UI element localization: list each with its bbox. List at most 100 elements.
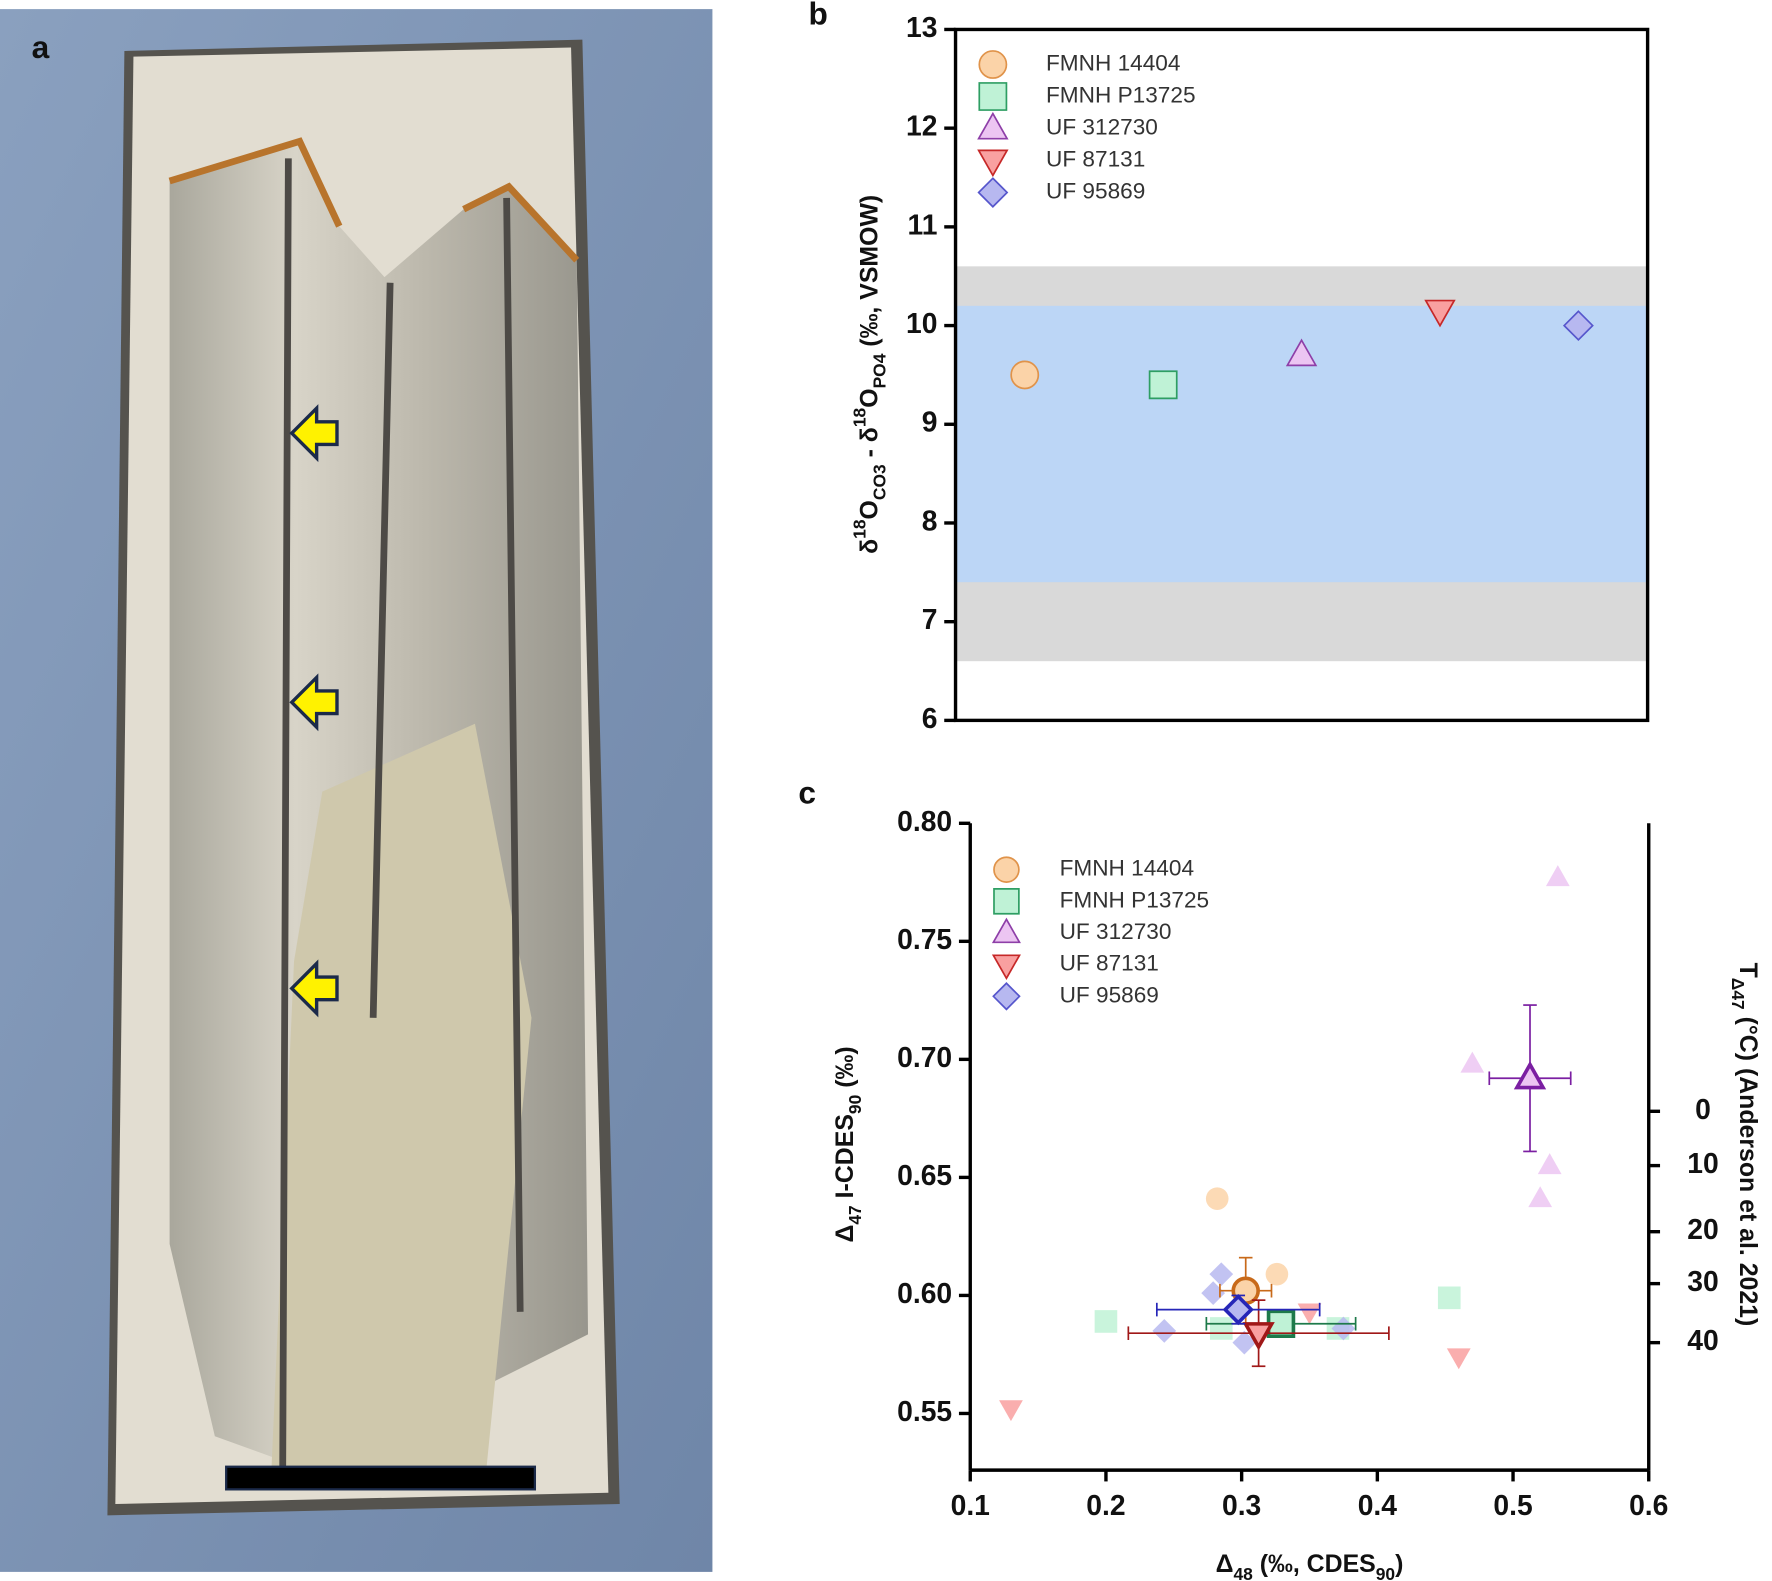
- y-axis-label-part: CO3: [869, 464, 889, 500]
- y-tick-label: 10: [906, 307, 937, 339]
- replicate-point: [1265, 1262, 1289, 1286]
- x-tick-label: 0.2: [1086, 1489, 1125, 1521]
- y-axis-label-part: I-CDES: [830, 1114, 858, 1205]
- legend-marker: [977, 149, 1009, 178]
- replicate-point: [1460, 1051, 1485, 1073]
- x-axis-label-part: 90: [1376, 1564, 1395, 1581]
- y2-tick-label: 10: [1687, 1147, 1718, 1179]
- arrow: [289, 673, 339, 732]
- legend-label: UF 312730: [1060, 919, 1172, 944]
- x-tick-label: 0.5: [1493, 1489, 1532, 1521]
- replicate-point: [1528, 1186, 1553, 1208]
- replicate-point: [1331, 1316, 1356, 1341]
- y-axis-label-part: (‰, VSMOW): [855, 195, 883, 354]
- legend-label: UF 87131: [1060, 951, 1159, 976]
- arrow: [289, 959, 339, 1018]
- enamel-rim: [168, 137, 580, 263]
- legend-marker: [991, 954, 1021, 981]
- y2-axis-label-part: T: [1735, 963, 1763, 978]
- y-tick-label: 0.65: [897, 1159, 952, 1191]
- arrow: [289, 404, 339, 463]
- y-axis-label-part: - δ: [855, 427, 883, 464]
- point: [1424, 299, 1456, 328]
- y2-tick-label: 30: [1687, 1265, 1718, 1297]
- y2-tick-label: 0: [1695, 1093, 1711, 1125]
- tooth-lines: [279, 158, 524, 1471]
- replicate-point: [1094, 1310, 1118, 1333]
- x-axis-label-part: (‰, CDES: [1253, 1550, 1376, 1578]
- y-axis-label-part: Δ: [830, 1225, 858, 1243]
- y-tick-label: 8: [922, 504, 938, 536]
- y-tick-label: 11: [908, 208, 938, 240]
- legend-marker: [993, 856, 1020, 883]
- x-axis-label-part: ): [1395, 1550, 1403, 1578]
- legend-marker: [993, 888, 1020, 915]
- legend-marker: [978, 82, 1008, 111]
- replicate-point: [1205, 1187, 1229, 1210]
- y-axis-label-part: O: [855, 500, 883, 519]
- y-tick-label: 12: [906, 110, 937, 142]
- x-axis-label: Δ48 (‰, CDES90): [1216, 1550, 1404, 1581]
- panel-label: b: [809, 0, 828, 31]
- infill: [271, 723, 532, 1471]
- legend-label: UF 87131: [1046, 146, 1145, 171]
- replicate-point: [1545, 865, 1570, 887]
- y-axis-label: δ18OCO3 - δ18OPO4 (‰, VSMOW): [849, 195, 889, 554]
- legend-label: FMNH P13725: [1046, 82, 1196, 107]
- legend-label: FMNH P13725: [1060, 887, 1210, 912]
- y-axis-label-part: O: [855, 388, 883, 407]
- y2-tick-label: 20: [1687, 1213, 1718, 1245]
- y-tick-label: 7: [922, 603, 938, 635]
- y-tick-label: 0.75: [897, 923, 952, 955]
- panel-label: c: [798, 774, 816, 810]
- point: [1285, 338, 1318, 367]
- legend-label: FMNH 14404: [1046, 50, 1180, 75]
- x-tick-label: 0.4: [1358, 1489, 1398, 1521]
- x-tick-label: 0.1: [951, 1489, 990, 1521]
- y-tick-label: 0.55: [897, 1395, 952, 1427]
- mean-point: [1222, 1293, 1254, 1326]
- legend-marker: [977, 177, 1009, 208]
- legend-marker: [977, 111, 1009, 140]
- replicate-point: [1446, 1348, 1471, 1370]
- replicate-point: [1537, 1153, 1562, 1175]
- legend-label: UF 95869: [1060, 982, 1159, 1007]
- y-axis-label: Δ47 I-CDES90 (‰): [830, 1046, 864, 1242]
- y-axis-label-part: (‰): [830, 1046, 858, 1094]
- x-tick-label: 0.6: [1629, 1489, 1668, 1521]
- x-tick-label: 0.3: [1222, 1489, 1261, 1521]
- y-axis-label-part: 18: [849, 407, 869, 427]
- y-tick-label: 0.70: [897, 1041, 952, 1073]
- x-axis-label-part: 48: [1233, 1564, 1253, 1581]
- y-tick-label: 13: [906, 11, 937, 43]
- legend-marker: [992, 982, 1021, 1011]
- x-axis-label-part: Δ: [1216, 1550, 1234, 1578]
- y2-axis-label-part: Δ47: [1729, 978, 1749, 1010]
- replicate-point: [999, 1400, 1023, 1422]
- replicate-point: [1437, 1286, 1461, 1310]
- replicate-point: [1209, 1317, 1233, 1340]
- mean-point: [1513, 1060, 1547, 1090]
- replicate-point: [1152, 1318, 1177, 1343]
- y2-tick-label: 40: [1687, 1324, 1718, 1356]
- y-tick-label: 0.80: [897, 805, 952, 837]
- plot-frame: [953, 27, 1650, 723]
- replicate-point: [1209, 1262, 1234, 1287]
- y-axis-label-part: PO4: [869, 353, 889, 388]
- legend-marker: [978, 50, 1008, 79]
- replicate-point: [1297, 1303, 1322, 1325]
- point: [1010, 360, 1040, 390]
- legend-label: FMNH 14404: [1060, 856, 1194, 881]
- y-axis-label-part: 90: [844, 1095, 864, 1114]
- mean-point: [1242, 1322, 1275, 1351]
- y-tick-label: 9: [922, 406, 938, 438]
- legend-label: UF 95869: [1046, 178, 1145, 203]
- legend-label: UF 312730: [1046, 114, 1158, 139]
- point: [1562, 310, 1594, 342]
- point: [1148, 370, 1178, 400]
- scale-bar: [225, 1465, 537, 1491]
- legend-marker: [991, 917, 1021, 944]
- y-axis-label-part: 47: [844, 1205, 864, 1224]
